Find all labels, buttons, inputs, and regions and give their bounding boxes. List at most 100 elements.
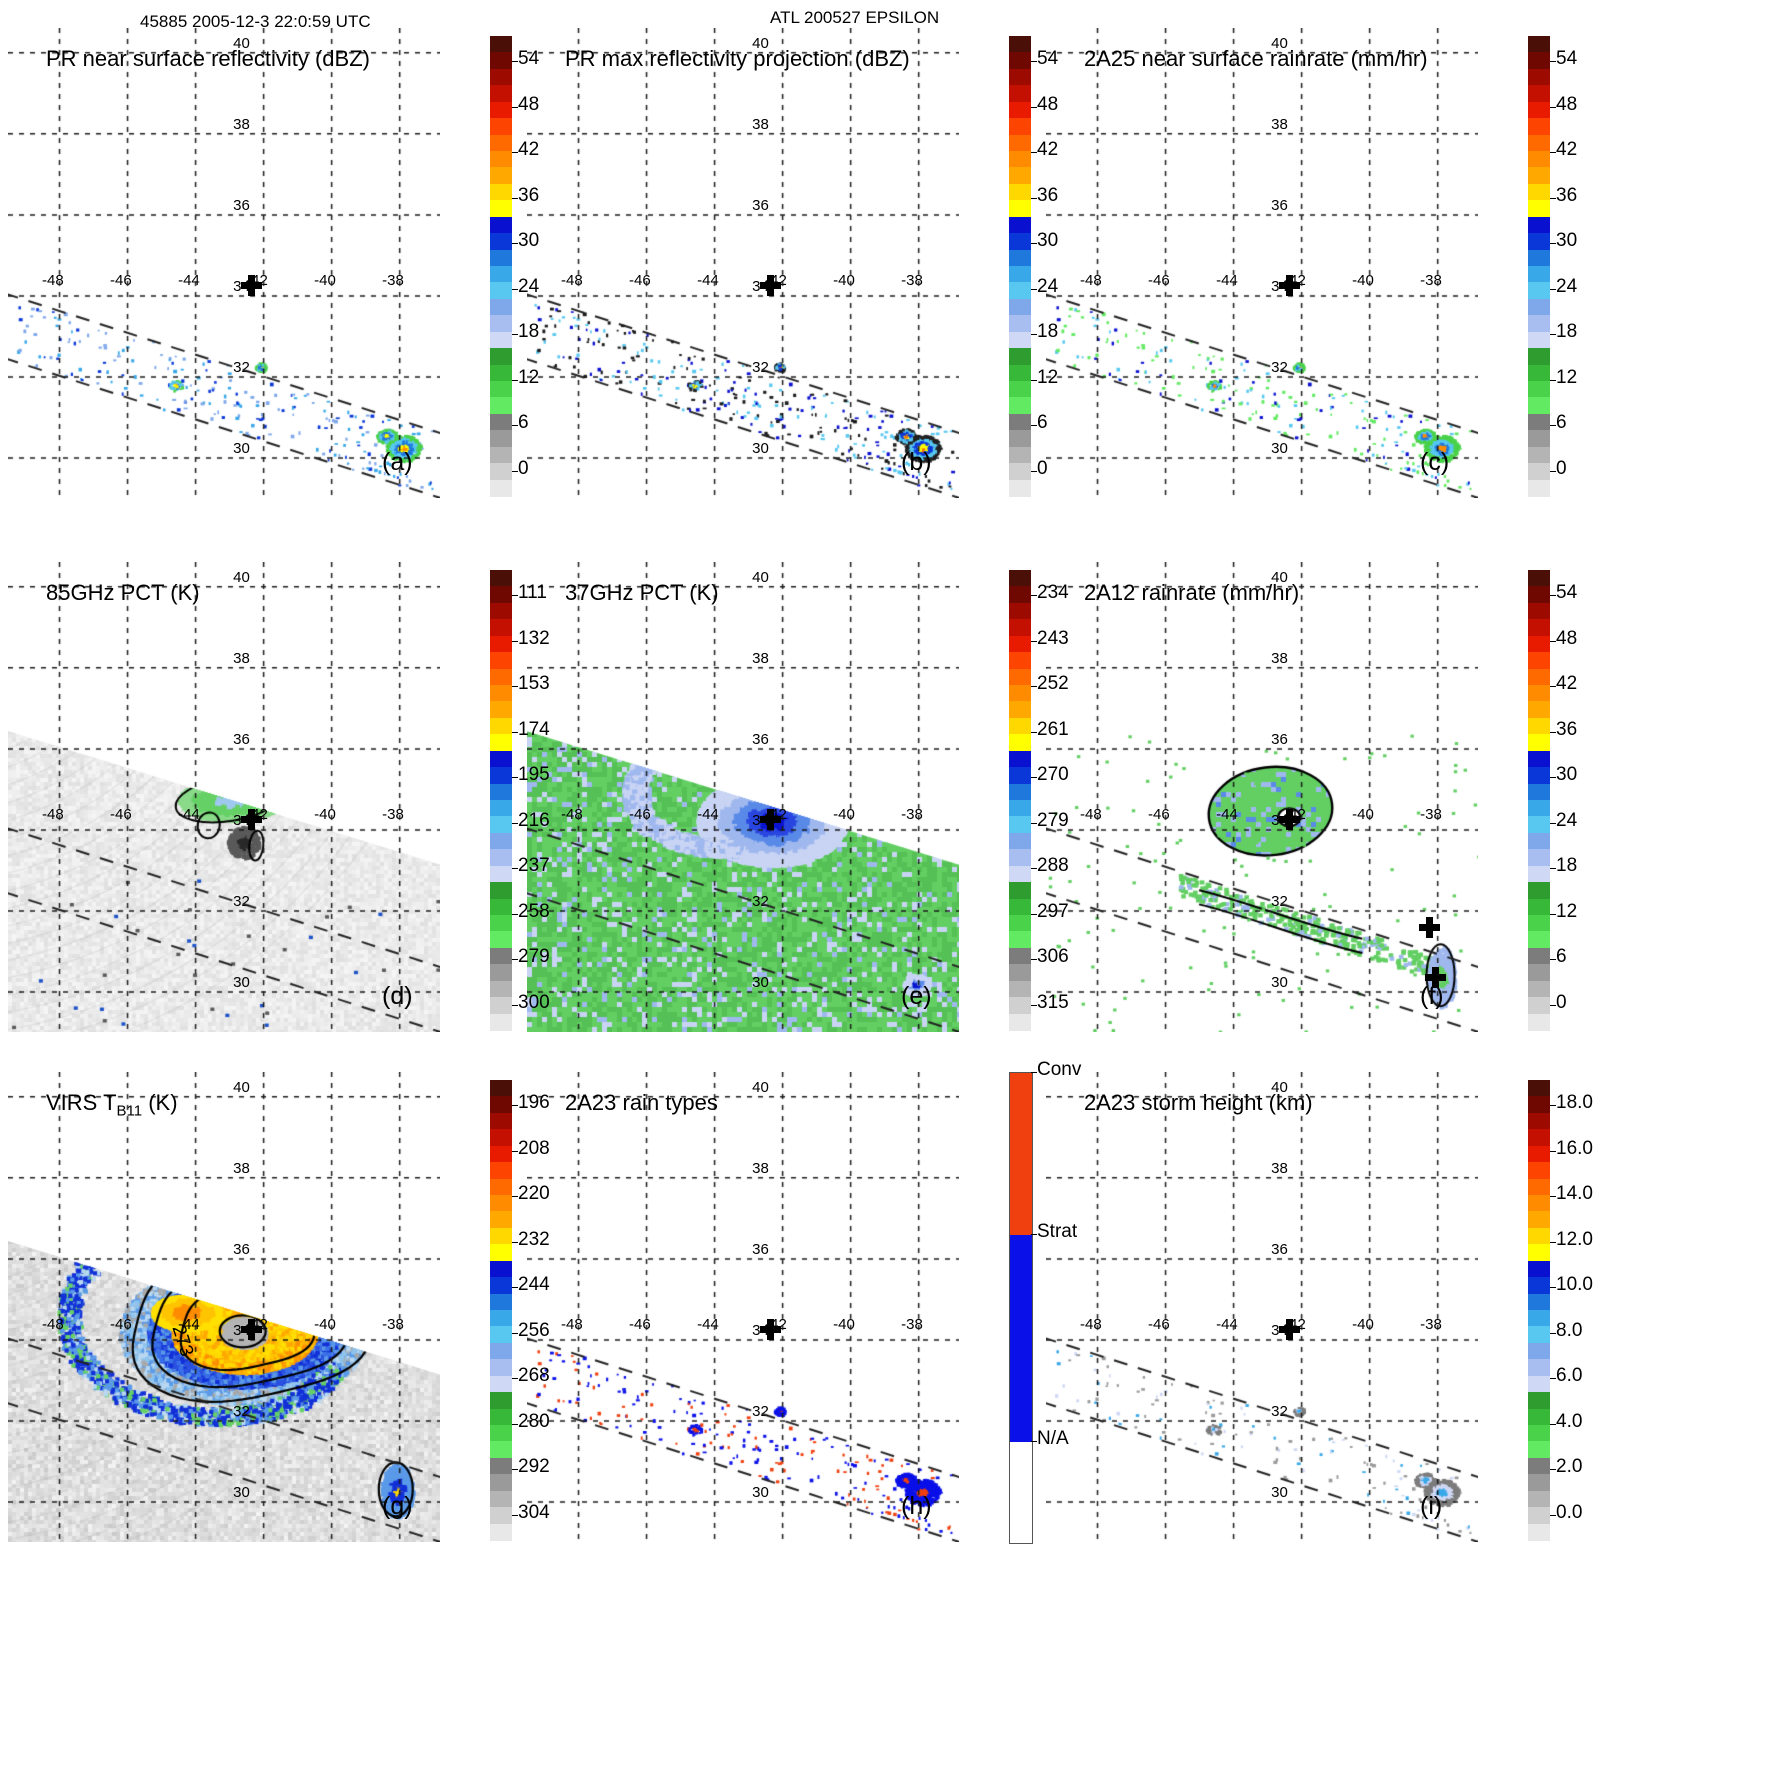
colorbar-segment <box>1528 1277 1550 1295</box>
colorbar-label: 261 <box>1037 718 1069 740</box>
colorbar-label: 280 <box>518 1410 550 1432</box>
plot-area-e[interactable]: -48-46-44-42-40-3840383634323037GHz PCT … <box>527 562 959 1032</box>
colorbar-segment <box>1528 734 1550 752</box>
panel-i[interactable]: -48-46-44-42-40-384038363432302A23 storm… <box>1046 1072 1688 1542</box>
colorbar-segment <box>1009 463 1031 481</box>
colorbar-segment <box>490 233 512 251</box>
plot-area-g[interactable]: -48-46-44-42-40-38403836343230VIRS TB11 … <box>8 1072 440 1542</box>
colorbar-segment <box>490 865 512 883</box>
colorbar-segment <box>1009 997 1031 1015</box>
panel-letter-i: (i) <box>1420 1492 1443 1520</box>
colorbar-segment <box>490 1441 512 1459</box>
colorbar-tick <box>512 686 518 688</box>
colorbar-segment <box>1528 1342 1550 1360</box>
colorbar-segment <box>1009 348 1031 366</box>
plot-area-f[interactable]: -48-46-44-42-40-384038363432302A12 rainr… <box>1046 562 1478 1032</box>
colorbar-segment <box>490 331 512 349</box>
colorbar-segment <box>490 364 512 382</box>
colorbar-segment <box>1528 1523 1550 1541</box>
colorbar-tick <box>1031 913 1037 915</box>
panel-title-g: VIRS TB11 (K) <box>46 1090 178 1119</box>
colorbar-segment <box>1009 734 1031 752</box>
colorbar-segment <box>490 898 512 916</box>
colorbar-tick <box>1031 777 1037 779</box>
colorbar-segment <box>490 1145 512 1163</box>
panel-e[interactable]: -48-46-44-42-40-3840383634323037GHz PCT … <box>527 562 1169 1032</box>
colorbar-segment <box>490 783 512 801</box>
colorbar-label: 2.0 <box>1556 1456 1583 1478</box>
panel-h[interactable]: -48-46-44-42-40-384038363432302A23 rain … <box>527 1059 1169 1544</box>
panel-letter-e: (e) <box>901 982 932 1010</box>
colorbar-tick <box>1550 1004 1556 1006</box>
plot-area-h[interactable]: -48-46-44-42-40-384038363432302A23 rain … <box>527 1072 959 1542</box>
colorbar-segment <box>1528 849 1550 867</box>
colorbar-tick <box>1550 470 1556 472</box>
colorbar-tick <box>1550 913 1556 915</box>
panel-f[interactable]: -48-46-44-42-40-384038363432302A12 rainr… <box>1046 562 1688 1032</box>
colorbar-label: 16.0 <box>1556 1137 1593 1159</box>
colorbar-label: 0.0 <box>1556 1501 1583 1523</box>
colorbar-tick <box>1550 1378 1556 1380</box>
colorbar-label: 237 <box>518 855 550 877</box>
colorbar-segment <box>490 1507 512 1525</box>
panel-letter-a: (a) <box>382 448 413 476</box>
panel-b[interactable]: -48-46-44-42-40-38403836343230PR max ref… <box>527 28 1169 498</box>
colorbar-segment <box>1528 1129 1550 1147</box>
panel-a[interactable]: -48-46-44-42-40-38403836343230PR near su… <box>8 28 650 498</box>
colorbar-segment <box>1009 183 1031 201</box>
colorbar-segment <box>1009 980 1031 998</box>
colorbar-segment <box>490 298 512 316</box>
colorbar-segment <box>1528 1211 1550 1229</box>
colorbar-segment <box>1009 849 1031 867</box>
plot-area-c[interactable]: -48-46-44-42-40-384038363432302A25 near … <box>1046 28 1478 498</box>
colorbar-label: 12 <box>518 366 540 388</box>
colorbar-label: 306 <box>1037 946 1069 968</box>
plot-area-b[interactable]: -48-46-44-42-40-38403836343230PR max ref… <box>527 28 959 498</box>
colorbar-segment <box>490 1523 512 1541</box>
colorbar-segment <box>1009 397 1031 415</box>
colorbar-segment <box>490 931 512 949</box>
colorbar-tick <box>512 334 518 336</box>
colorbar-segment <box>1528 68 1550 86</box>
colorbar-segment <box>1528 931 1550 949</box>
colorbar-segment <box>1528 1227 1550 1245</box>
colorbar-segment <box>1528 947 1550 965</box>
colorbar-label: 12.0 <box>1556 1228 1593 1250</box>
colorbar-segment <box>490 717 512 735</box>
colorbar-segment <box>490 915 512 933</box>
colorbar-tick <box>512 1469 518 1471</box>
colorbar-segment <box>1009 602 1031 620</box>
colorbar-segment <box>1009 898 1031 916</box>
colorbar-tick <box>512 913 518 915</box>
panel-title-subscript: B11 <box>116 1102 143 1120</box>
colorbar-segment <box>1009 249 1031 267</box>
colorbar-tick <box>512 868 518 870</box>
colorbar-segment <box>1528 282 1550 300</box>
colorbar-tick <box>512 731 518 733</box>
colorbar-segment <box>490 315 512 333</box>
colorbar-label: 252 <box>1037 673 1069 695</box>
colorbar-label: 24 <box>1037 275 1059 297</box>
colorbar-segment <box>490 249 512 267</box>
colorbar-segment <box>490 183 512 201</box>
plot-area-d[interactable]: -48-46-44-42-40-3840383634323085GHz PCT … <box>8 562 440 1032</box>
colorbar-segment <box>1528 1375 1550 1393</box>
colorbar-segment <box>1528 652 1550 670</box>
colorbar-segment <box>490 479 512 497</box>
colorbar-segment <box>1528 619 1550 637</box>
plot-area-a[interactable]: -48-46-44-42-40-38403836343230PR near su… <box>8 28 440 498</box>
panel-d[interactable]: -48-46-44-42-40-3840383634323085GHz PCT … <box>8 562 650 1032</box>
colorbar-label: 18.0 <box>1556 1092 1593 1114</box>
colorbar-label: 18 <box>1556 321 1578 343</box>
colorbar-segment <box>1009 832 1031 850</box>
colorbar-tick <box>512 1241 518 1243</box>
colorbar-segment <box>1009 668 1031 686</box>
colorbar-label: 300 <box>518 991 550 1013</box>
colorbar-segment <box>490 816 512 834</box>
colorbar-segment <box>490 1425 512 1443</box>
colorbar-label: 232 <box>518 1228 550 1250</box>
plot-area-i[interactable]: -48-46-44-42-40-384038363432302A23 storm… <box>1046 1072 1478 1542</box>
colorbar-segment <box>1009 101 1031 119</box>
panel-g[interactable]: -48-46-44-42-40-38403836343230VIRS TB11 … <box>8 1072 650 1542</box>
panel-c[interactable]: -48-46-44-42-40-384038363432302A25 near … <box>1046 28 1688 498</box>
